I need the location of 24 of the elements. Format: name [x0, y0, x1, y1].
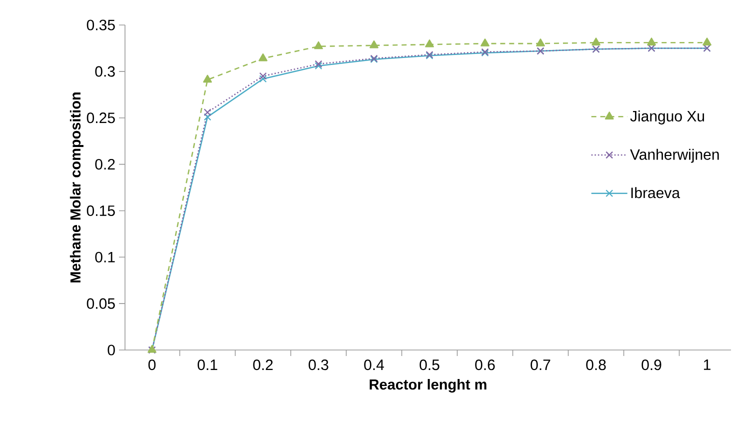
y-tick-label: 0.1 — [95, 252, 115, 262]
x-tick-label: 0.1 — [198, 360, 218, 370]
x-tick-label: 0.2 — [253, 360, 273, 370]
x-tick-label: 0.3 — [308, 360, 328, 370]
x-tick-label: 0.8 — [586, 360, 606, 370]
y-tick-label: 0.25 — [86, 112, 115, 124]
y-tick-label: 0.2 — [95, 158, 115, 170]
y-tick-label: 0 — [108, 344, 115, 356]
y-tick-label: 0.35 — [86, 20, 115, 30]
x-tick-label: 0.4 — [364, 360, 384, 370]
legend-label: Vanherwijnen — [630, 148, 719, 163]
legend-label: Jianguo Xu — [630, 110, 704, 124]
legend-label: Ibraeva — [631, 187, 680, 198]
x-tick-label: 0.9 — [642, 360, 662, 370]
x-tick-label: 0.5 — [420, 360, 440, 370]
y-tick-label: 0.05 — [86, 298, 115, 309]
y-tick-label: 0.15 — [86, 205, 115, 216]
x-tick-label: 0.6 — [475, 360, 495, 370]
x-tick-label: 1 — [704, 360, 710, 370]
x-axis-title: Reactor lenght m — [370, 378, 486, 393]
y-axis-title: Methane Molar composition — [70, 92, 84, 282]
x-tick-label: 0 — [148, 360, 156, 370]
x-tick-label: 0.7 — [530, 360, 550, 370]
y-tick-label: 0.3 — [95, 66, 115, 77]
